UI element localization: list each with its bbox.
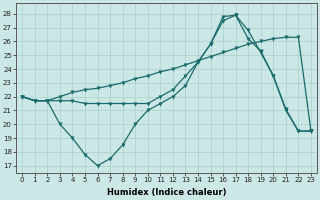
X-axis label: Humidex (Indice chaleur): Humidex (Indice chaleur) xyxy=(107,188,226,197)
